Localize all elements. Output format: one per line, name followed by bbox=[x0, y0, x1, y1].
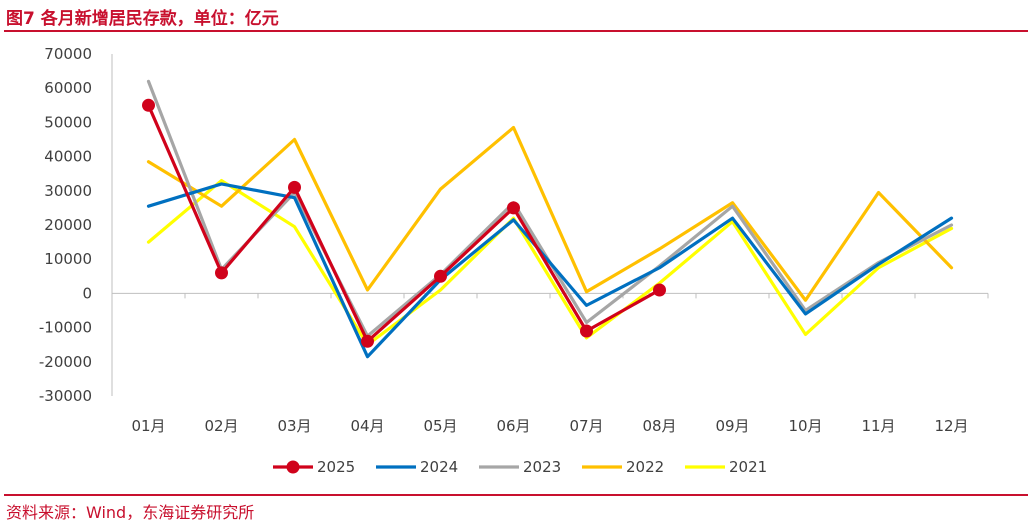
x-tick-label: 08月 bbox=[642, 417, 676, 435]
data-point-2025 bbox=[580, 324, 593, 338]
legend-marker-2025 bbox=[286, 460, 300, 474]
title-divider bbox=[4, 30, 1028, 32]
series-line-2021 bbox=[146, 178, 954, 347]
data-point-2025 bbox=[653, 283, 666, 297]
y-tick-label: 20000 bbox=[44, 216, 92, 234]
series-line-2022 bbox=[146, 125, 954, 302]
legend-label-2021: 2021 bbox=[729, 458, 767, 476]
source-note: 资料来源：Wind，东海证券研究所 bbox=[6, 503, 255, 522]
x-tick-label: 11月 bbox=[861, 417, 895, 435]
x-tick-label: 02月 bbox=[204, 417, 238, 435]
x-tick-label: 03月 bbox=[277, 417, 311, 435]
legend-label-2023: 2023 bbox=[523, 458, 561, 476]
x-tick-label: 06月 bbox=[496, 417, 530, 435]
y-tick-label: -10000 bbox=[39, 319, 92, 337]
data-point-2025 bbox=[434, 269, 447, 283]
data-point-2025 bbox=[507, 201, 520, 215]
y-tick-label: 60000 bbox=[44, 79, 92, 97]
series-line-2024 bbox=[146, 182, 954, 359]
data-point-2025 bbox=[142, 98, 155, 112]
x-tick-label: 01月 bbox=[131, 417, 165, 435]
x-tick-label: 07月 bbox=[569, 417, 603, 435]
series-line-2025 bbox=[146, 103, 662, 343]
y-tick-label: 30000 bbox=[44, 182, 92, 200]
legend-label-2025: 2025 bbox=[317, 458, 355, 476]
legend-label-2022: 2022 bbox=[626, 458, 664, 476]
x-tick-label: 10月 bbox=[788, 417, 822, 435]
x-tick-label: 04月 bbox=[350, 417, 384, 435]
y-tick-label: 0 bbox=[82, 284, 92, 302]
data-point-2025 bbox=[361, 334, 374, 348]
y-tick-label: -20000 bbox=[39, 353, 92, 371]
x-tick-label: 09月 bbox=[715, 417, 749, 435]
data-point-2025 bbox=[215, 266, 228, 280]
data-point-2025 bbox=[288, 180, 301, 194]
x-tick-label: 05月 bbox=[423, 417, 457, 435]
y-tick-label: 40000 bbox=[44, 148, 92, 166]
source-divider bbox=[4, 494, 1028, 496]
y-tick-label: 10000 bbox=[44, 250, 92, 268]
series-lines bbox=[142, 79, 954, 359]
y-tick-label: -30000 bbox=[39, 387, 92, 405]
y-tick-label: 50000 bbox=[44, 113, 92, 131]
chart-title: 图7 各月新增居民存款，单位：亿元 bbox=[6, 9, 279, 29]
y-tick-label: 70000 bbox=[44, 45, 92, 63]
legend-label-2024: 2024 bbox=[420, 458, 458, 476]
x-axis-ticks: 01月 02月 03月 04月 05月 06月 07月 08月 09月 10月 11月 12月 bbox=[131, 417, 968, 435]
y-axis-ticks: -30000 -20000 -10000 0 10000 20000 30000 40000 5… bbox=[39, 45, 92, 405]
x-tick-label: 12月 bbox=[934, 417, 968, 435]
legend: 2025 2024 2023 2022 2021 bbox=[273, 458, 767, 476]
